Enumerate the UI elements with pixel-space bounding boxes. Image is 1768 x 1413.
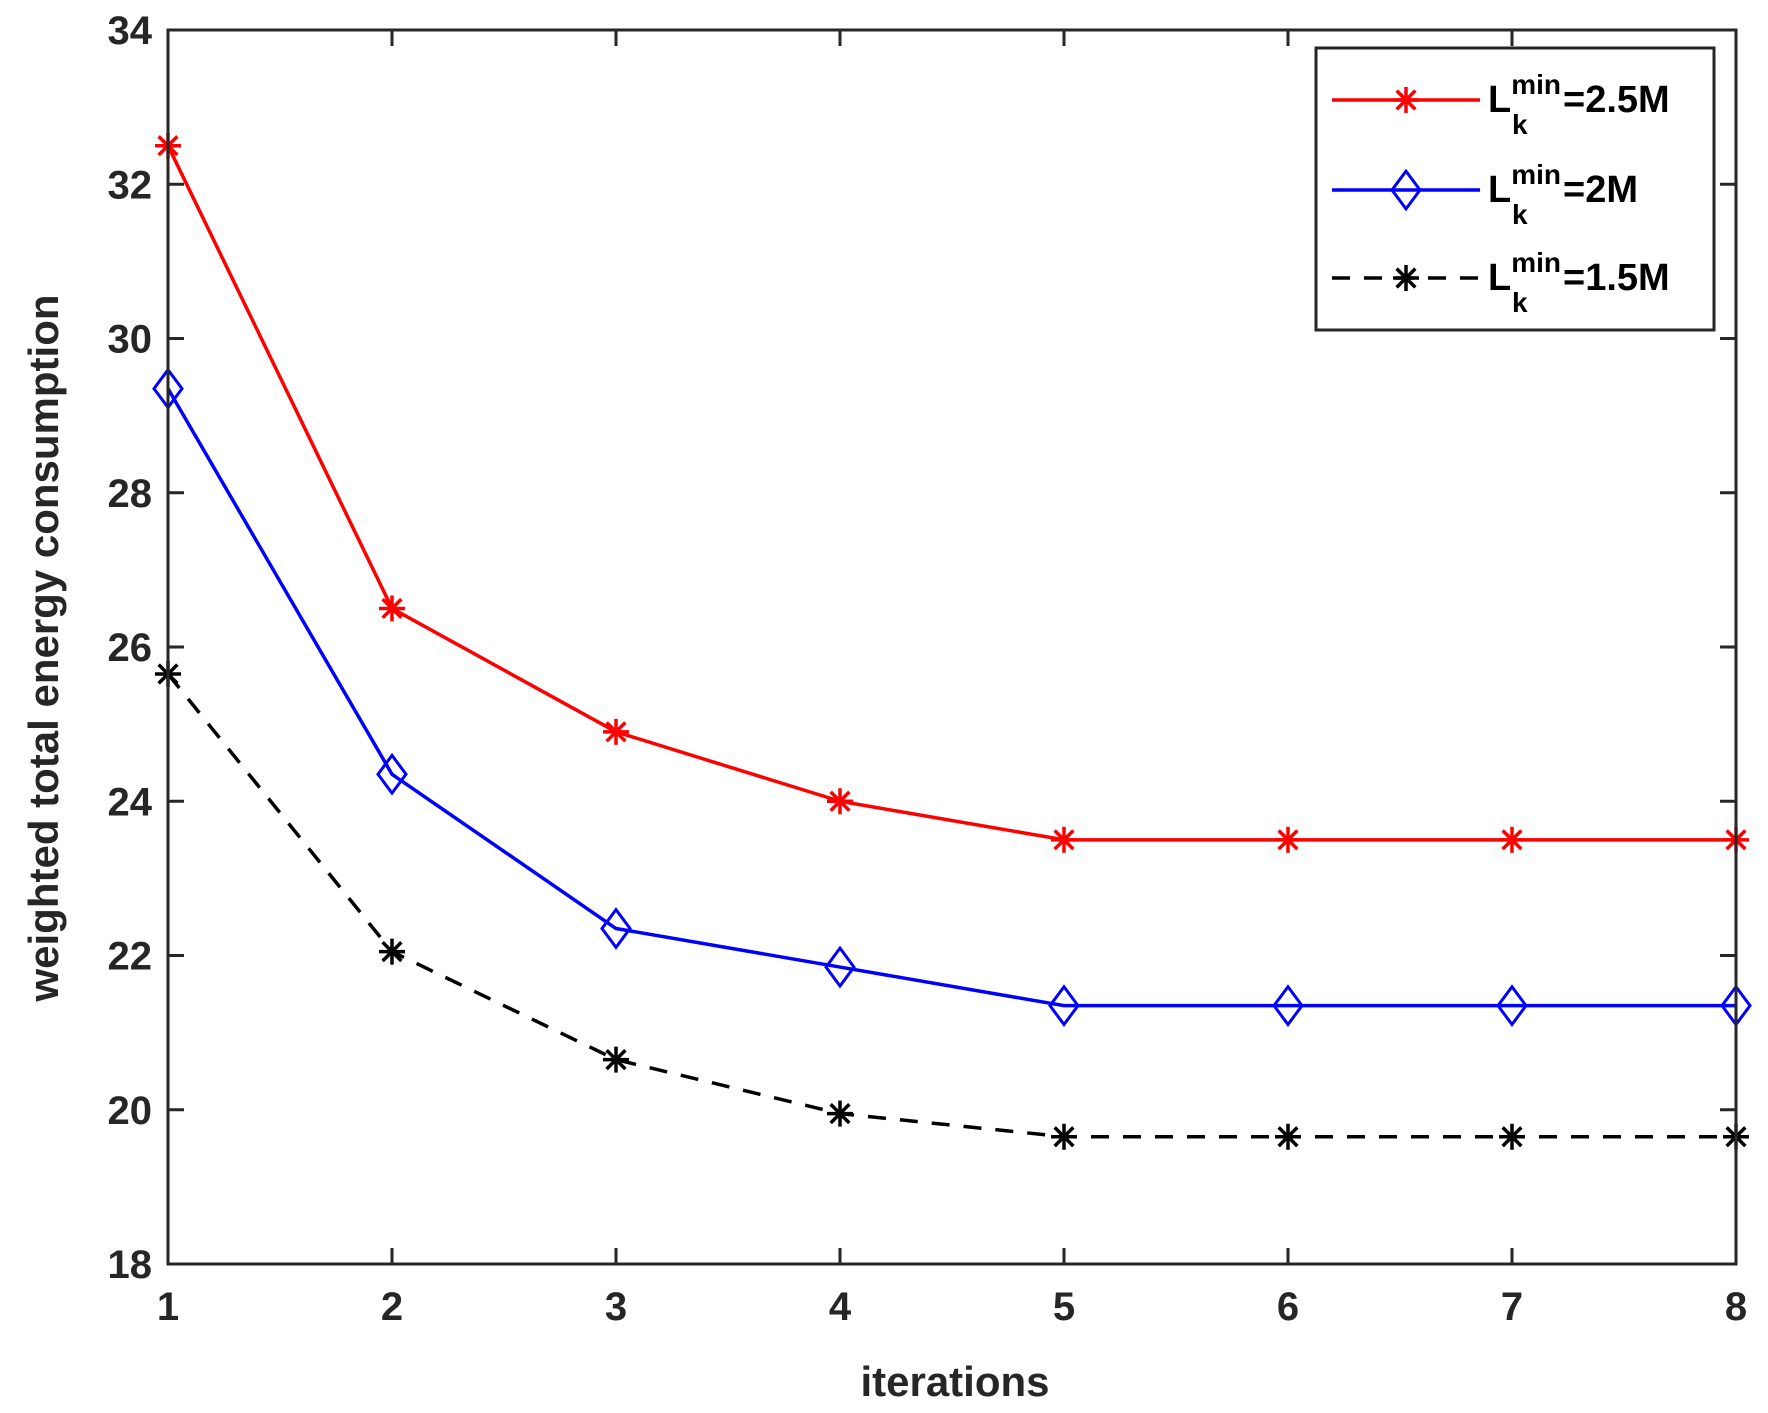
data-point bbox=[824, 945, 856, 989]
legend: Lmin k=2.5M Lmin k=2M Lmin k=1.5M bbox=[1314, 46, 1716, 332]
y-tick-label: 30 bbox=[108, 318, 153, 362]
y-tick-label: 20 bbox=[108, 1089, 153, 1133]
data-point bbox=[1051, 1123, 1077, 1150]
x-tick-label: 8 bbox=[1725, 1285, 1747, 1329]
legend-entry-3: Lmin k=1.5M bbox=[1332, 247, 1670, 318]
x-tick-label: 4 bbox=[829, 1285, 852, 1329]
y-tick-label: 24 bbox=[108, 780, 153, 824]
marker-stroke bbox=[605, 1049, 627, 1071]
x-tick-label: 7 bbox=[1501, 1285, 1523, 1329]
data-point bbox=[827, 788, 853, 815]
legend-entry-2: Lmin k=2M bbox=[1332, 159, 1638, 230]
marker-stroke bbox=[1053, 829, 1075, 851]
marker-stroke bbox=[1501, 1126, 1523, 1148]
marker-stroke bbox=[1053, 1126, 1075, 1148]
marker-stroke bbox=[1501, 829, 1523, 851]
y-tick-label: 26 bbox=[108, 626, 153, 670]
data-point bbox=[1390, 168, 1422, 212]
x-tick-label: 6 bbox=[1277, 1285, 1299, 1329]
data-point bbox=[1499, 1123, 1525, 1150]
series-line bbox=[166, 387, 1736, 1008]
series-line bbox=[166, 144, 1736, 842]
legend-label: Lmin k=1.5M bbox=[1488, 247, 1670, 318]
legend-label: Lmin k=2.5M bbox=[1488, 69, 1670, 140]
x-axis-title: iterations bbox=[860, 1358, 1049, 1405]
marker-stroke bbox=[829, 790, 851, 812]
data-point bbox=[379, 595, 405, 622]
data-point bbox=[379, 938, 405, 965]
marker-stroke bbox=[605, 721, 627, 743]
data-point bbox=[1275, 826, 1301, 853]
legend-label: Lmin k=2M bbox=[1488, 159, 1638, 230]
series-line bbox=[166, 672, 1736, 1139]
data-point bbox=[600, 907, 632, 950]
x-tick-label: 2 bbox=[381, 1285, 403, 1329]
legend-entry-1: Lmin k=2.5M bbox=[1332, 69, 1670, 140]
data-point bbox=[376, 752, 408, 796]
marker-stroke bbox=[1277, 829, 1299, 851]
marker-stroke bbox=[829, 1103, 851, 1125]
marker-stroke bbox=[381, 941, 403, 963]
data-point bbox=[1393, 265, 1419, 291]
y-axis-title: weighted total energy consumption bbox=[20, 294, 67, 1002]
data-point bbox=[1051, 826, 1077, 853]
data-point bbox=[1272, 984, 1304, 1028]
data-point bbox=[1048, 984, 1080, 1028]
data-point bbox=[603, 1046, 629, 1073]
y-tick-label: 22 bbox=[108, 935, 153, 979]
x-tick-label: 1 bbox=[157, 1285, 179, 1329]
data-point bbox=[1496, 984, 1528, 1028]
y-tick-label: 28 bbox=[108, 472, 153, 516]
data-point bbox=[1499, 826, 1525, 853]
y-tick-label: 34 bbox=[108, 9, 153, 53]
series-2 bbox=[152, 367, 1752, 1028]
data-point bbox=[603, 718, 629, 745]
data-point bbox=[1393, 87, 1419, 113]
x-tick-label: 3 bbox=[605, 1285, 627, 1329]
marker-stroke bbox=[381, 597, 403, 620]
y-tick-label: 32 bbox=[108, 163, 153, 207]
data-point bbox=[827, 1100, 853, 1127]
marker-stroke bbox=[1395, 267, 1417, 289]
marker-stroke bbox=[1277, 1126, 1299, 1148]
marker-stroke bbox=[1395, 89, 1417, 111]
data-point bbox=[1275, 1123, 1301, 1150]
x-tick-label: 5 bbox=[1053, 1285, 1075, 1329]
y-tick-label: 18 bbox=[108, 1243, 153, 1287]
